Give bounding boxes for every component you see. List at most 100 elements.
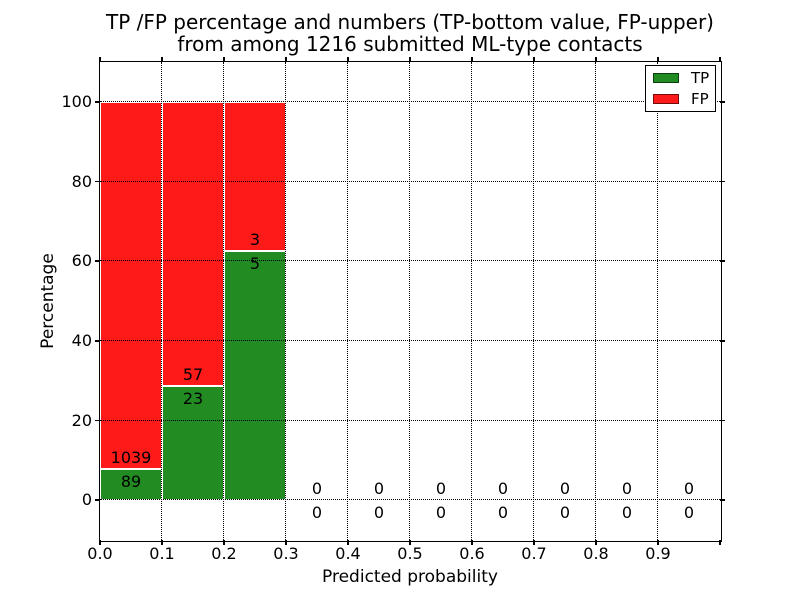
tp-count-label: 0	[559, 503, 571, 523]
y-axis-tick-left	[95, 419, 100, 422]
x-tick-label: 0.6	[459, 544, 485, 563]
y-gridline	[100, 101, 720, 103]
y-tick-label: 40	[71, 330, 92, 350]
x-axis-tick-top	[223, 57, 225, 62]
y-axis-tick-left	[95, 340, 100, 342]
fp-count-label: 57	[182, 364, 204, 384]
tp-count-label: 0	[435, 503, 447, 523]
x-tick-label: 0.0	[87, 544, 113, 563]
x-gridline	[409, 62, 411, 540]
tp-count-label: 0	[621, 503, 633, 523]
legend-fp-label: FP	[691, 90, 709, 108]
y-tick-label: 100	[61, 91, 92, 111]
x-axis-tick-top	[657, 57, 659, 62]
x-tick-label: 0.3	[273, 544, 299, 563]
legend: TP FP	[645, 65, 716, 112]
tp-count-label: 89	[120, 471, 142, 491]
x-axis-tick-bottom	[285, 540, 287, 545]
x-axis-tick-top	[719, 57, 721, 62]
y-gridline	[100, 499, 720, 501]
legend-fp-swatch	[653, 94, 679, 104]
x-axis-tick-bottom	[471, 540, 473, 545]
x-gridline	[285, 62, 287, 540]
y-gridline	[100, 180, 720, 182]
x-axis-tick-bottom	[409, 540, 411, 545]
y-axis-tick-right	[720, 101, 725, 103]
x-axis-tick-top	[347, 57, 349, 62]
fp-count-label: 0	[311, 479, 323, 499]
fp-count-label: 0	[435, 479, 447, 499]
x-tick-label: 0.4	[335, 544, 361, 563]
x-axis-tick-bottom	[161, 540, 163, 545]
fp-count-label: 0	[559, 479, 571, 499]
x-tick-label: 0.1	[149, 544, 175, 563]
fp-count-label: 1039	[110, 447, 152, 467]
y-axis-tick-right	[720, 340, 725, 342]
fp-count-label: 0	[373, 479, 385, 499]
y-axis-tick-left	[95, 101, 100, 103]
y-axis-label: Percentage	[38, 253, 58, 349]
y-tick-label: 60	[71, 251, 92, 271]
y-axis-tick-left	[95, 499, 100, 501]
bar-segment-fp	[224, 101, 286, 252]
fp-count-label: 0	[621, 479, 633, 499]
bar-segment-fp	[100, 101, 162, 469]
x-tick-label: 0.9	[645, 544, 671, 563]
x-axis-tick-top	[409, 57, 411, 62]
chart-title-line1: TP /FP percentage and numbers (TP-bottom…	[106, 10, 714, 34]
y-tick-label: 80	[71, 171, 92, 191]
bar-segment-tp	[162, 385, 224, 501]
x-tick-label: 0.7	[521, 544, 547, 563]
bar-segment-fp	[162, 101, 224, 386]
y-axis-tick-left	[95, 180, 100, 183]
y-axis-tick-right	[720, 180, 725, 183]
x-gridline	[471, 62, 473, 540]
x-axis-tick-top	[471, 57, 473, 62]
x-axis-tick-bottom	[347, 540, 349, 545]
x-gridline	[223, 62, 225, 540]
x-axis-tick-top	[533, 57, 535, 62]
legend-tp-label: TP	[691, 69, 710, 87]
x-gridline	[595, 62, 597, 540]
chart-title: TP /FP percentage and numbers (TP-bottom…	[90, 11, 730, 55]
tp-count-label: 0	[373, 503, 385, 523]
fp-count-label: 3	[249, 230, 261, 250]
x-axis-tick-top	[99, 57, 101, 62]
tp-count-label: 0	[311, 503, 323, 523]
x-axis-label: Predicted probability	[322, 567, 498, 587]
tp-count-label: 5	[249, 254, 261, 274]
y-axis-tick-right	[720, 260, 725, 262]
x-axis-tick-top	[161, 57, 163, 62]
bar-segment-tp	[224, 251, 286, 501]
fp-count-label: 0	[497, 479, 509, 499]
legend-tp-swatch	[653, 73, 679, 83]
y-gridline	[100, 419, 720, 421]
x-gridline	[657, 62, 659, 540]
legend-entry-tp: TP	[653, 70, 715, 86]
x-axis-tick-bottom	[533, 540, 535, 545]
x-axis-tick-bottom	[657, 540, 659, 545]
x-tick-label: 0.5	[397, 544, 423, 563]
tp-count-label: 0	[683, 503, 695, 523]
x-tick-label: 0.8	[583, 544, 609, 563]
y-tick-label: 20	[71, 410, 92, 430]
x-gridline	[533, 62, 535, 540]
tp-count-label: 0	[497, 503, 509, 523]
x-axis-tick-bottom	[223, 540, 225, 545]
x-axis-tick-top	[595, 57, 597, 62]
y-axis-tick-right	[720, 419, 725, 422]
y-gridline	[100, 340, 720, 342]
x-axis-tick-top	[285, 57, 287, 62]
y-gridline	[100, 260, 720, 262]
x-axis-tick-bottom	[99, 540, 101, 545]
x-tick-label: 0.2	[211, 544, 237, 563]
fp-count-label: 0	[683, 479, 695, 499]
tp-count-label: 23	[182, 388, 204, 408]
x-gridline	[161, 62, 163, 540]
legend-entry-fp: FP	[653, 91, 715, 107]
y-tick-label: 0	[81, 490, 92, 510]
y-axis-tick-left	[95, 260, 100, 262]
x-gridline	[347, 62, 349, 540]
x-axis-tick-bottom	[595, 540, 597, 545]
